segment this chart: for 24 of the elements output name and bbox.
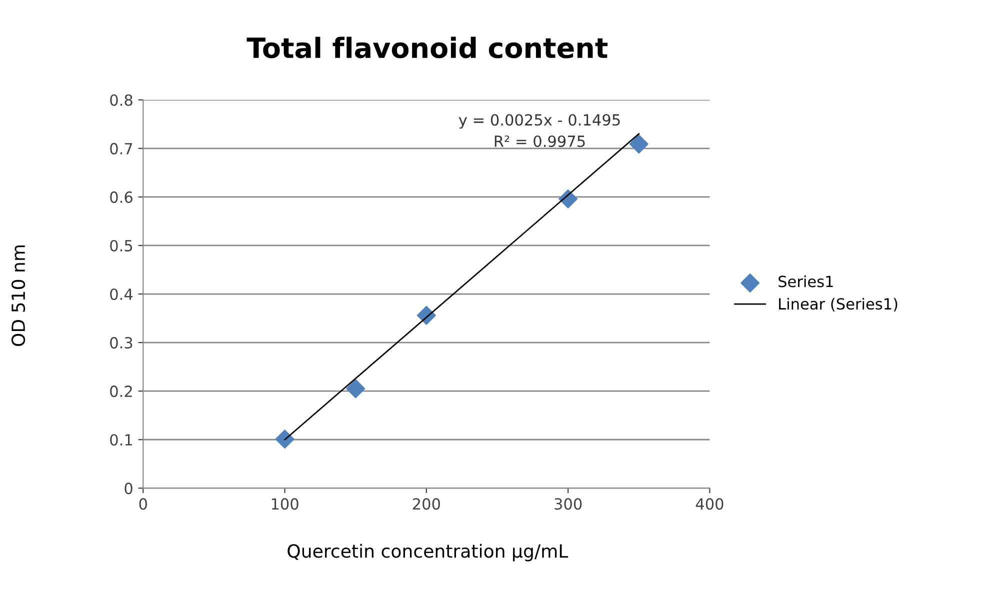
chart-title: Total flavonoid content [246, 36, 608, 58]
y-tick-label: 0 [124, 482, 132, 494]
y-tick-label: 0.5 [110, 240, 132, 252]
point [275, 430, 294, 449]
y-tick-label: 0.3 [110, 337, 132, 349]
y-tick-label: 0.8 [110, 94, 132, 106]
y-tick-label: 0.2 [110, 386, 132, 398]
point [346, 379, 366, 398]
y-tick-label: 0.4 [110, 288, 133, 300]
x-tick-label: 400 [696, 498, 724, 510]
annotation: R² = 0.9975 [494, 135, 585, 148]
x-tick-label: 300 [554, 498, 582, 510]
y-tick-label: 0.6 [110, 191, 132, 203]
y-tick-label: 0.1 [110, 434, 132, 446]
x-tick-label: 200 [412, 498, 440, 510]
legend-label: Series1 [778, 275, 833, 288]
x-tick-label: 100 [272, 498, 298, 510]
x-tick-label: 0 [139, 498, 147, 510]
x-axis-title: Quercetin concentration µg/mL [288, 544, 568, 562]
legend-label: Linear (Series1) [779, 298, 898, 312]
point [629, 134, 648, 154]
y-axis-title: OD 510 nm [11, 245, 26, 346]
annotation: y = 0.0025x - 0.1495 [458, 114, 620, 129]
y-tick-label: 0.7 [110, 142, 132, 154]
